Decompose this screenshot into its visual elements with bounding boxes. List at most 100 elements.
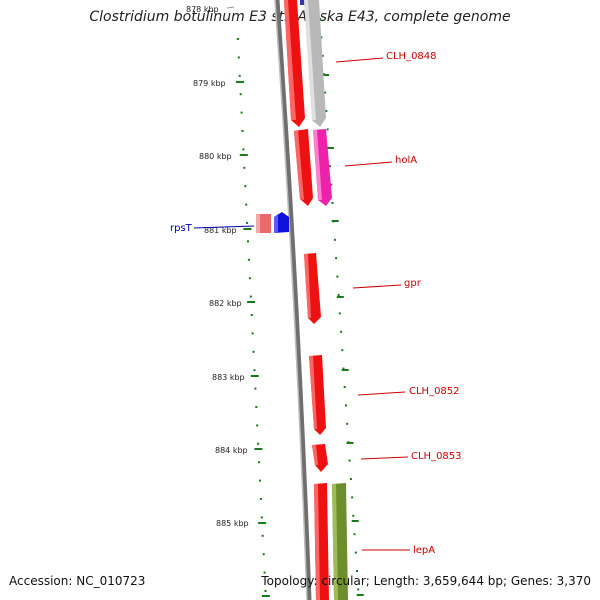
- inner-tick-dot: [343, 386, 346, 388]
- inner-tick-dot: [357, 588, 360, 591]
- scale-label: 884 kbp: [215, 446, 248, 455]
- inner-tick-dot: [351, 496, 354, 499]
- scale-label-leader: [226, 6, 235, 9]
- inner-tick-dot: [346, 422, 349, 425]
- scale-tick-dot: [251, 332, 254, 335]
- inner-tick-dot: [320, 36, 323, 39]
- gene-label-holA[interactable]: holA: [395, 155, 417, 166]
- inner-tick-dot: [331, 202, 334, 204]
- major-ticks: [236, 81, 270, 597]
- inner-major-tick: [331, 220, 339, 222]
- scale-tick-dot: [258, 461, 261, 464]
- gene-label-leader: [193, 225, 255, 229]
- scale-tick-dot: [255, 406, 258, 408]
- scale-tick-dot: [256, 424, 259, 427]
- gene-holA[interactable]: [313, 129, 332, 206]
- scale-tick-dot: [247, 240, 249, 243]
- scale-major-tick: [239, 154, 248, 156]
- scale-major-tick: [236, 81, 245, 83]
- scale-label: 881 kbp: [204, 226, 237, 235]
- scale-tick-dot: [259, 479, 261, 482]
- gene-label-rpsT[interactable]: rpsT: [170, 223, 193, 234]
- scale-tick-dot: [263, 571, 266, 574]
- gene-holA-red[interactable]: [294, 129, 313, 206]
- gene-label-CLH_0848[interactable]: CLH_0848: [386, 51, 437, 62]
- scale-tick-dot: [257, 442, 260, 445]
- scale-label: 879 kbp: [193, 79, 226, 88]
- scale-tick-dot: [260, 516, 263, 519]
- inner-tick-dot: [338, 312, 341, 315]
- scale-tick-dot: [240, 111, 243, 114]
- gene-lepA-red[interactable]: [314, 483, 329, 600]
- inner-tick-dot: [324, 91, 327, 94]
- scale-tick-dot: [246, 222, 249, 224]
- scale-tick-dot: [237, 56, 240, 59]
- scale-tick-dot: [242, 148, 245, 151]
- gene-CLH_0853[interactable]: [312, 444, 328, 472]
- scale-label: 880 kbp: [199, 152, 232, 161]
- scale-tick-dot: [252, 350, 255, 353]
- inner-tick-dot: [349, 478, 352, 480]
- inner-tick-dot: [329, 165, 331, 168]
- scale-tick-dot: [261, 534, 264, 537]
- inner-tick-dots: [319, 18, 364, 596]
- inner-tick-dot: [356, 570, 358, 572]
- gene-lepA[interactable]: [332, 483, 348, 600]
- gene-rpsT-pair[interactable]: [256, 212, 289, 233]
- inner-major-tick: [322, 74, 329, 76]
- gene-label-leader: [360, 456, 409, 460]
- scale-tick-dot: [264, 590, 267, 592]
- inner-tick-dot: [335, 257, 338, 260]
- gene-label-lepA[interactable]: lepA: [413, 545, 435, 556]
- inner-tick-dot: [319, 18, 322, 20]
- inner-major-tick: [356, 594, 364, 596]
- gene-label-leader: [352, 284, 402, 289]
- scale-tick-dot: [249, 295, 252, 298]
- scale-label: 883 kbp: [212, 373, 245, 382]
- inner-tick-dot: [325, 110, 328, 112]
- inner-tick-dot: [342, 367, 345, 370]
- scale-major-tick: [254, 448, 263, 450]
- genome-backbone-highlight: [274, 0, 308, 600]
- gene-label-CLH_0853[interactable]: CLH_0853: [411, 451, 462, 462]
- scale-tick-dot: [245, 203, 248, 206]
- gene-label-CLH_0852[interactable]: CLH_0852: [409, 386, 460, 397]
- gene-label-leader: [357, 391, 406, 396]
- gene-CLH_0848-grey[interactable]: [304, 0, 326, 127]
- scale-tick-dot: [239, 93, 242, 96]
- scale-label: 882 kbp: [209, 299, 242, 308]
- inner-tick-dot: [353, 533, 356, 536]
- scale-tick-dot: [253, 369, 256, 372]
- accession-text: Accession: NC_010723: [9, 574, 146, 588]
- scale-tick-dot: [262, 553, 265, 556]
- gene-gpr[interactable]: [304, 253, 321, 324]
- gene-CLH_0852[interactable]: [309, 355, 326, 435]
- scale-tick-dot: [238, 74, 241, 77]
- scale-tick-dot: [244, 185, 247, 188]
- inner-major-tick: [336, 296, 344, 298]
- inner-tick-dot: [345, 404, 347, 407]
- scale-tick-dot: [259, 498, 262, 500]
- genome-backbone: [274, 0, 312, 600]
- inner-tick-dot: [340, 330, 343, 333]
- gene-label-leader: [344, 161, 393, 167]
- inner-tick-dot: [321, 54, 324, 57]
- inner-major-tick: [326, 147, 334, 149]
- scale-tick-dot: [250, 314, 253, 316]
- inner-tick-dot: [341, 349, 344, 352]
- scale-major-tick: [258, 522, 267, 524]
- scale-major-tick: [247, 301, 256, 303]
- gene-CLH_0848[interactable]: [284, 0, 305, 127]
- inner-tick-dot: [337, 294, 340, 296]
- inner-major-tick: [346, 442, 354, 444]
- gene-label-gpr[interactable]: gpr: [404, 278, 422, 289]
- inner-tick-dot: [348, 459, 351, 462]
- inner-tick-dot: [354, 551, 357, 554]
- scale-major-tick: [250, 375, 259, 377]
- inner-tick-dot: [333, 238, 336, 241]
- map-title: Clostridium botulinum E3 str. Alaska E43…: [89, 9, 511, 25]
- scale-tick-dot: [254, 387, 257, 390]
- genome-summary-text: Topology: circular; Length: 3,659,644 bp…: [261, 574, 591, 588]
- scale-tick-dot: [241, 130, 244, 132]
